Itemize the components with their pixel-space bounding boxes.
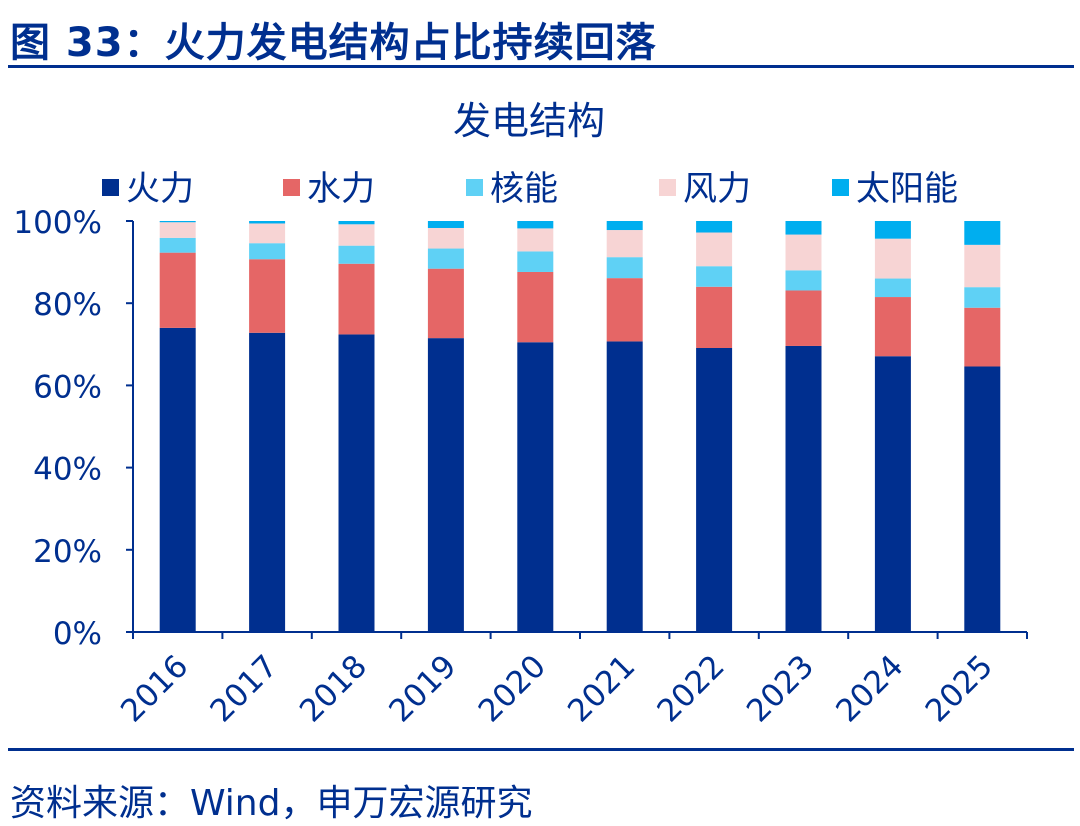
- bar-2022-series-1: [696, 348, 733, 632]
- bar-2025-series-2: [964, 307, 1001, 367]
- bar-2017-series-1: [249, 332, 286, 632]
- bar-2025-series-5: [964, 221, 1001, 245]
- y-tick-label-6: 100%: [13, 205, 102, 241]
- bar-2019-series-2: [427, 268, 464, 339]
- bar-2023-series-5: [785, 221, 822, 235]
- x-tick-label-2016: 2016: [114, 648, 195, 729]
- legend-label-2: 水力: [307, 169, 375, 209]
- bar-2020-series-4: [517, 228, 554, 252]
- legend-label-3: 核能: [490, 169, 558, 209]
- bar-2017-series-5: [249, 221, 286, 224]
- bar-2023-series-2: [785, 290, 822, 346]
- figure-title: 图 33：火力发电结构占比持续回落: [10, 20, 657, 66]
- bar-2019-series-3: [427, 248, 464, 269]
- bar-2018-series-1: [338, 334, 375, 632]
- y-tick-label-1: 0%: [53, 616, 102, 652]
- bar-2021-series-5: [606, 221, 643, 231]
- bar-2017-series-2: [249, 259, 286, 333]
- bar-2025-series-1: [964, 366, 1001, 632]
- bar-2020-series-5: [517, 221, 554, 229]
- bar-2023-series-3: [785, 270, 822, 291]
- legend-swatch-1: [102, 179, 119, 196]
- bar-2022-series-2: [696, 286, 733, 348]
- x-tick-label-2017: 2017: [204, 648, 285, 729]
- bar-2019-series-1: [427, 338, 464, 632]
- bar-2025-series-3: [964, 287, 1001, 308]
- source-note: 资料来源：Wind，申万宏源研究: [10, 783, 533, 824]
- stacked-bar-chart: 发电结构 火力 水力 核能 风力 太阳能 0%20%40%60%80%100%2016 2…: [13, 99, 1028, 729]
- x-tick-label-2022: 2022: [651, 648, 732, 729]
- bar-2024-series-3: [874, 278, 911, 298]
- bar-2021-series-2: [606, 278, 643, 342]
- x-tick-label-2020: 2020: [472, 648, 553, 729]
- y-tick-label-5: 80%: [33, 287, 102, 323]
- bar-2016-series-3: [159, 237, 196, 253]
- legend-swatch-2: [283, 179, 300, 196]
- bottom-divider: [8, 748, 1074, 751]
- x-tick-label-2021: 2021: [561, 648, 642, 729]
- bar-2021-series-4: [606, 230, 643, 258]
- bar-2020-series-1: [517, 342, 554, 632]
- y-tick-label-4: 60%: [33, 369, 102, 405]
- legend: 火力 水力 核能 风力 太阳能: [102, 169, 958, 209]
- bar-2018-series-4: [338, 224, 375, 246]
- x-tick-label-2023: 2023: [740, 648, 821, 729]
- bar-2025-series-4: [964, 244, 1001, 288]
- bar-2023-series-1: [785, 345, 822, 632]
- bar-2021-series-1: [606, 341, 643, 632]
- bar-2023-series-4: [785, 234, 822, 271]
- legend-swatch-3: [466, 179, 483, 196]
- legend-label-1: 火力: [126, 169, 194, 209]
- bar-2016-series-4: [159, 222, 196, 238]
- bar-2017-series-4: [249, 223, 286, 244]
- bar-2016-series-2: [159, 252, 196, 328]
- bar-2020-series-2: [517, 271, 554, 343]
- x-tick-label-2024: 2024: [829, 648, 910, 729]
- bar-2020-series-3: [517, 251, 554, 272]
- bar-2019-series-5: [427, 221, 464, 228]
- bar-2016-series-5: [159, 221, 196, 223]
- x-tick-label-2019: 2019: [382, 648, 463, 729]
- y-tick-label-3: 40%: [33, 452, 102, 488]
- legend-label-4: 风力: [683, 169, 751, 209]
- bar-2022-series-3: [696, 266, 733, 287]
- legend-swatch-5: [832, 179, 849, 196]
- bar-2018-series-5: [338, 221, 375, 225]
- bar-2024-series-2: [874, 297, 911, 357]
- legend-label-5: 太阳能: [856, 169, 958, 209]
- top-divider: [8, 65, 1074, 68]
- legend-swatch-4: [659, 179, 676, 196]
- chart-title: 发电结构: [453, 99, 605, 143]
- bar-2021-series-3: [606, 257, 643, 279]
- bar-2019-series-4: [427, 227, 464, 249]
- bar-2024-series-4: [874, 238, 911, 279]
- bar-2022-series-5: [696, 221, 733, 233]
- bar-2018-series-2: [338, 263, 375, 335]
- bar-2016-series-1: [159, 327, 196, 632]
- bar-2024-series-5: [874, 221, 911, 239]
- x-tick-label-2018: 2018: [293, 648, 374, 729]
- y-tick-label-2: 20%: [33, 534, 102, 570]
- bar-2022-series-4: [696, 232, 733, 267]
- bars: [159, 221, 1001, 632]
- bar-2024-series-1: [874, 356, 911, 632]
- bar-2017-series-3: [249, 243, 286, 260]
- x-tick-label-2025: 2025: [919, 648, 1000, 729]
- bar-2018-series-3: [338, 245, 375, 264]
